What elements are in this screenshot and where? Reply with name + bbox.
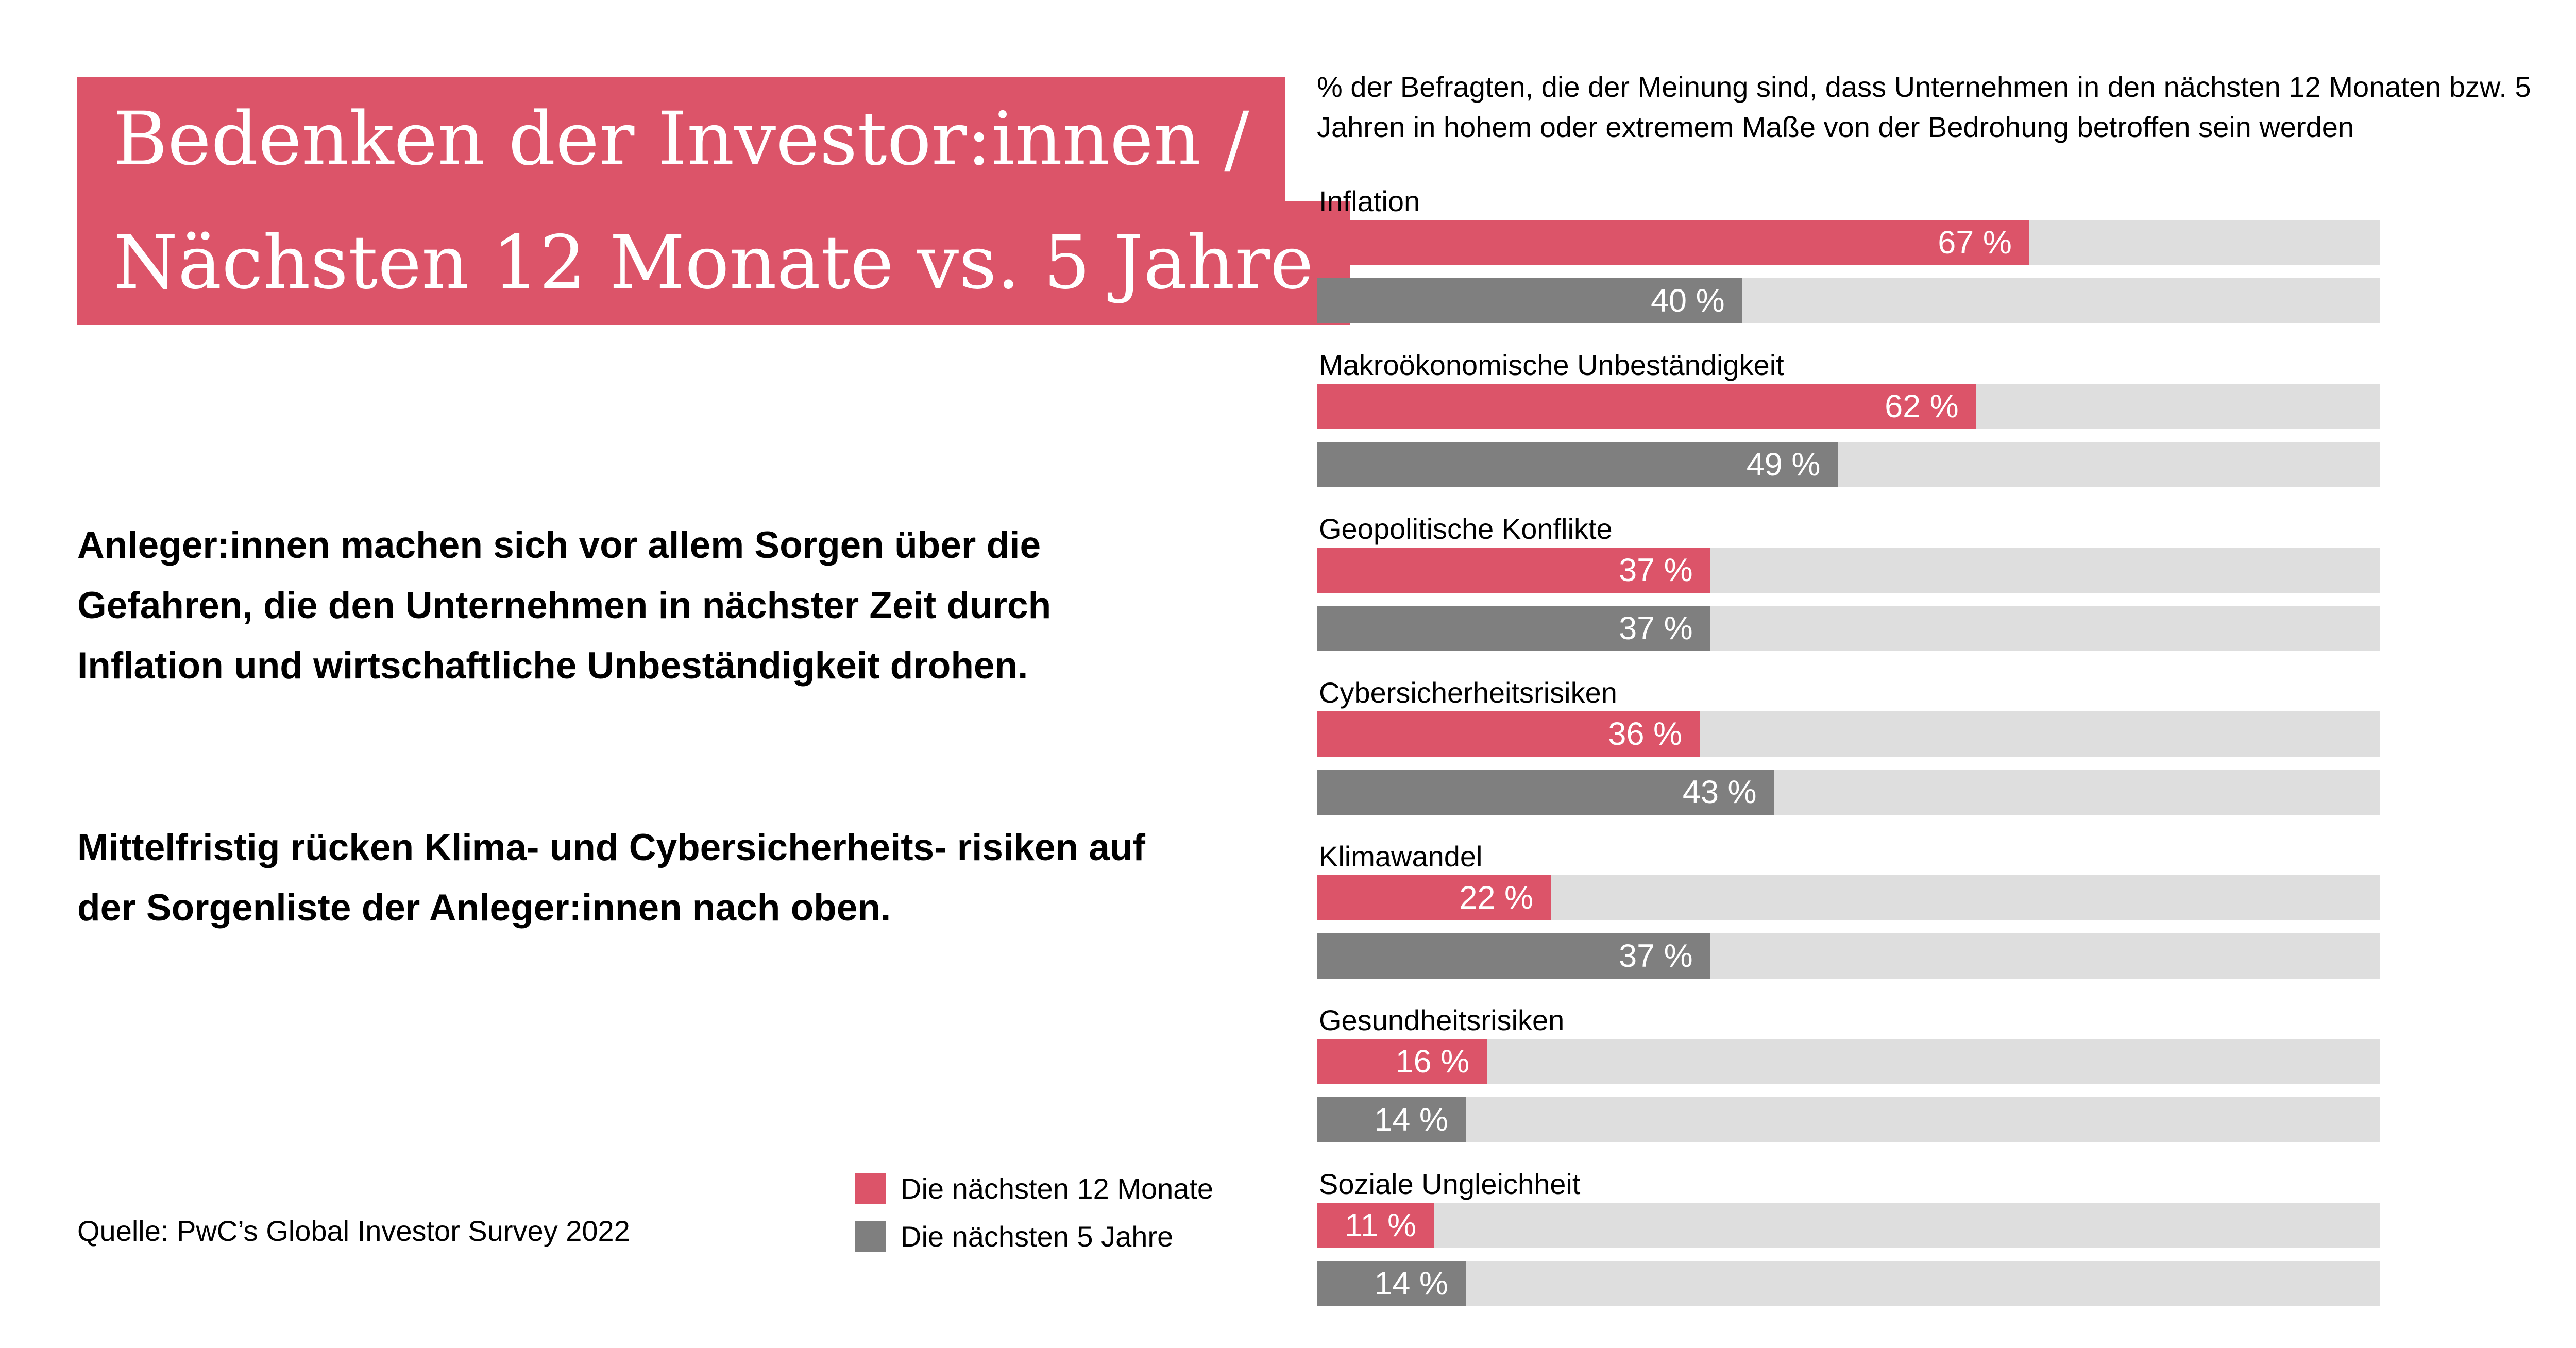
bar-5-years: 37 % (1317, 933, 1710, 979)
bar-5-years: 14 % (1317, 1261, 1466, 1306)
bar-12-months: 67 % (1317, 220, 2029, 265)
bar-value-label: 16 % (1395, 1044, 1470, 1080)
bar-value-label: 40 % (1650, 283, 1725, 319)
body-paragraph-1: Anleger:innen machen sich vor allem Sorg… (77, 524, 1052, 687)
legend-label-12-months: Die nächsten 12 Monate (901, 1172, 1214, 1205)
category-label: Soziale Ungleichheit (1319, 1168, 1581, 1200)
legend-swatch-12-months (855, 1173, 886, 1204)
category-label: Klimawandel (1319, 840, 1483, 873)
title-line-1: Bedenken der Investor:innen / (77, 77, 1285, 201)
bar-value-label: 67 % (1938, 225, 2012, 261)
bar-track: 62 % (1317, 384, 2380, 429)
legend-swatch-5-years (855, 1221, 886, 1252)
bar-value-label: 37 % (1619, 552, 1693, 588)
bar-track: 16 % (1317, 1039, 2380, 1084)
bar-track: 14 % (1317, 1261, 2380, 1306)
bar-value-label: 14 % (1374, 1266, 1448, 1302)
bar-track: 43 % (1317, 770, 2380, 815)
bar-value-label: 11 % (1345, 1207, 1417, 1243)
category-label: Inflation (1319, 185, 1420, 217)
bar-value-label: 22 % (1459, 880, 1534, 916)
bar-12-months: 62 % (1317, 384, 1976, 429)
bar-value-label: 49 % (1746, 447, 1821, 483)
bar-value-label: 43 % (1682, 774, 1757, 810)
bar-5-years: 43 % (1317, 770, 1774, 815)
body-paragraph-2: Mittelfristig rücken Klima- und Cybersic… (77, 827, 1145, 929)
bar-track: 67 % (1317, 220, 2380, 265)
bar-12-months: 37 % (1317, 548, 1710, 593)
chart-subtitle: % der Befragten, die der Meinung sind, d… (1317, 71, 2531, 143)
chart-legend: Die nächsten 12 Monate Die nächsten 5 Ja… (855, 1168, 1213, 1264)
legend-item-12-months: Die nächsten 12 Monate (855, 1168, 1213, 1216)
bar-track: 40 % (1317, 278, 2380, 323)
bar-track: 14 % (1317, 1097, 2380, 1142)
category-label: Makroökonomische Unbeständigkeit (1319, 349, 1784, 381)
bar-track: 36 % (1317, 711, 2380, 757)
source-note: Quelle: PwC’s Global Investor Survey 202… (77, 1215, 630, 1247)
bar-5-years: 49 % (1317, 442, 1838, 487)
bar-12-months: 36 % (1317, 711, 1700, 757)
bar-track: 37 % (1317, 606, 2380, 651)
bar-12-months: 22 % (1317, 875, 1551, 920)
bar-5-years: 14 % (1317, 1097, 1466, 1142)
legend-item-5-years: Die nächsten 5 Jahre (855, 1216, 1213, 1264)
bar-track: 22 % (1317, 875, 2380, 920)
bar-value-label: 62 % (1885, 388, 1959, 424)
bar-value-label: 37 % (1619, 938, 1693, 974)
category-label: Geopolitische Konflikte (1319, 513, 1613, 545)
bar-value-label: 36 % (1608, 716, 1683, 752)
chart-title: Bedenken der Investor:innen / Nächsten 1… (77, 77, 1350, 325)
category-label: Cybersicherheitsrisiken (1319, 676, 1617, 709)
bar-track: 37 % (1317, 548, 2380, 593)
bar-track: 49 % (1317, 442, 2380, 487)
bar-12-months: 16 % (1317, 1039, 1487, 1084)
title-line-2: Nächsten 12 Monate vs. 5 Jahre (77, 201, 1350, 325)
bar-value-label: 14 % (1374, 1102, 1448, 1138)
category-label: Gesundheitsrisiken (1319, 1004, 1565, 1036)
bar-value-label: 37 % (1619, 610, 1693, 646)
bar-track: 11 % (1317, 1203, 2380, 1248)
legend-label-5-years: Die nächsten 5 Jahre (901, 1220, 1174, 1253)
bar-12-months: 11 % (1317, 1203, 1434, 1248)
bar-5-years: 37 % (1317, 606, 1710, 651)
bar-track: 37 % (1317, 933, 2380, 979)
bar-5-years: 40 % (1317, 278, 1742, 323)
